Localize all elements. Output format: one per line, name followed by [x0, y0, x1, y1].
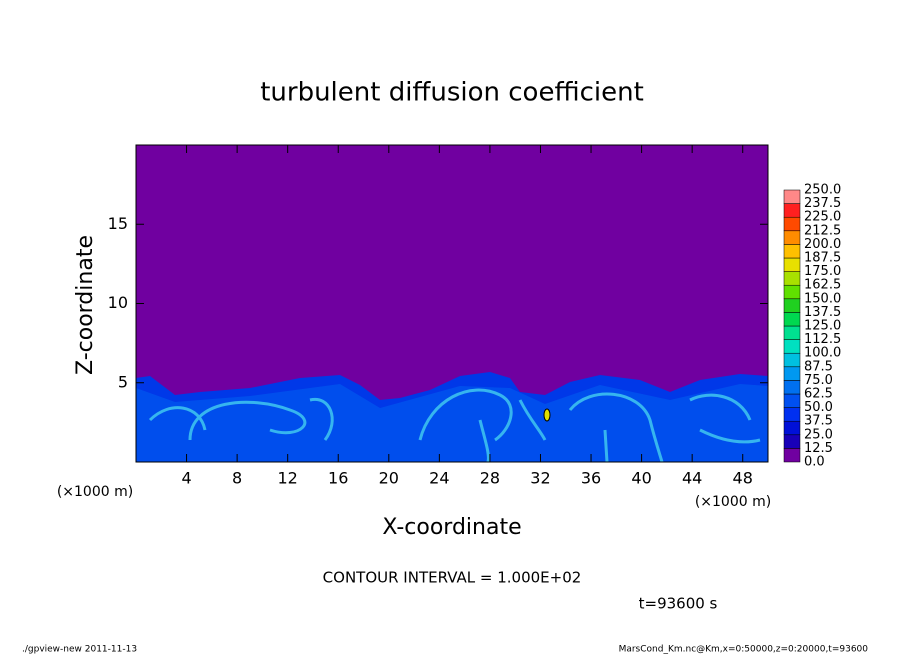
colorbar-label: 50.0	[804, 400, 833, 415]
y-tick-label: 10	[108, 293, 128, 312]
colorbar-label: 187.5	[804, 251, 841, 266]
x-tick-label: 8	[232, 469, 242, 488]
colorbar-label: 150.0	[804, 291, 841, 306]
colorbar-swatch	[783, 407, 801, 422]
colorbar-swatch	[783, 380, 801, 395]
colorbar-swatch	[783, 420, 801, 436]
x-tick-label: 44	[682, 469, 702, 488]
turbulent-layer-inner	[136, 384, 768, 462]
colorbar-swatch	[783, 244, 801, 259]
y-tick-label: 5	[118, 372, 128, 391]
colorbar-swatch	[783, 448, 801, 463]
x-tick-label: 36	[581, 469, 601, 488]
colorbar-label: 100.0	[804, 346, 841, 361]
colorbar-swatch	[783, 216, 801, 232]
colorbar-label: 0.0	[804, 455, 825, 470]
footer-left: ./gpview-new 2011-11-13	[22, 645, 137, 654]
y-unit-label: (×1000 m)	[57, 484, 133, 500]
y-axis-label: Z-coordinate	[73, 235, 98, 375]
colorbar-label: 25.0	[804, 427, 833, 442]
colorbar-label: 225.0	[804, 210, 841, 225]
colorbar-label: 62.5	[804, 387, 833, 402]
colorbar-swatch	[783, 271, 801, 286]
colorbar-label: 12.5	[804, 441, 833, 456]
x-tick-label: 32	[530, 469, 550, 488]
colorbar-swatch	[783, 366, 801, 381]
colorbar-swatch	[783, 434, 801, 449]
colorbar-label: 237.5	[804, 196, 841, 211]
x-tick-label: 20	[379, 469, 399, 488]
colorbar-swatch	[783, 284, 801, 300]
x-unit-label: (×1000 m)	[695, 494, 771, 510]
x-tick-label: 24	[429, 469, 449, 488]
x-tick-label: 28	[480, 469, 500, 488]
colorbar-label: 162.5	[804, 278, 841, 293]
colorbar-swatch	[783, 230, 801, 245]
colorbar-label: 87.5	[804, 359, 833, 374]
colorbar-label: 37.5	[804, 414, 833, 429]
colorbar-label: 125.0	[804, 319, 841, 334]
x-tick-label: 16	[328, 469, 348, 488]
colorbar-swatch	[783, 352, 801, 368]
colorbar-label: 250.0	[804, 183, 841, 198]
colorbar-swatch	[783, 257, 801, 272]
colorbar-label: 175.0	[804, 264, 841, 279]
colorbar-label: 212.5	[804, 223, 841, 238]
footer-right: MarsCond_Km.nc@Km,x=0:50000,z=0:20000,t=…	[619, 645, 869, 654]
colorbar-swatch	[783, 189, 801, 204]
colorbar-swatch	[783, 339, 801, 354]
colorbar-label: 200.0	[804, 237, 841, 252]
colorbar-swatch	[783, 203, 801, 218]
field-rendering	[136, 372, 768, 462]
x-tick-label: 48	[733, 469, 753, 488]
swirls	[148, 388, 761, 462]
x-axis-label: X-coordinate	[382, 515, 521, 540]
y-tick-label: 15	[108, 214, 128, 233]
colorbar-swatch	[783, 325, 801, 340]
x-tick-label: 4	[181, 469, 191, 488]
colorbar-label: 112.5	[804, 332, 841, 347]
x-tick-label: 40	[631, 469, 651, 488]
colorbar-label: 75.0	[804, 373, 833, 388]
contour-interval: CONTOUR INTERVAL = 1.000E+02	[323, 569, 582, 587]
contour-blob	[543, 408, 551, 422]
colorbar-swatch	[783, 298, 801, 313]
time-label: t=93600 s	[639, 595, 718, 613]
chart-title: turbulent diffusion coefficient	[260, 78, 644, 108]
x-tick-label: 12	[278, 469, 298, 488]
colorbar-label: 137.5	[804, 305, 841, 320]
colorbar-swatch	[783, 393, 801, 408]
colorbar-swatch	[783, 312, 801, 327]
